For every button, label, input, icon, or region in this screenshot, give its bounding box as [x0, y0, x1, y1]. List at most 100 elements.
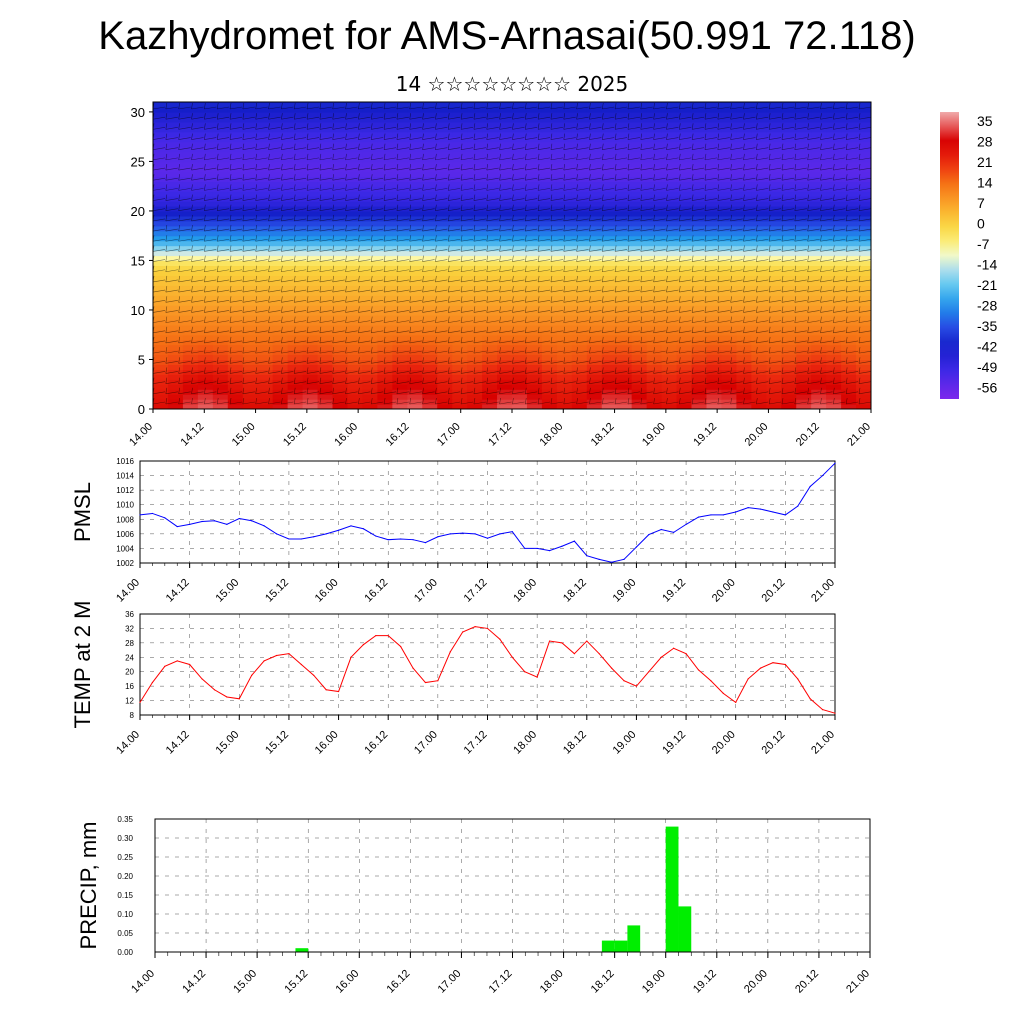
wind-barb-flag: [524, 214, 527, 221]
heatmap-cell: [781, 156, 797, 163]
heatmap-cell: [826, 220, 842, 227]
heatmap-cell: [197, 404, 214, 409]
heatmap-cell: [362, 314, 378, 321]
heatmap-cell: [646, 374, 663, 380]
heatmap-cell: [257, 141, 274, 148]
heatmap-cell: [781, 235, 797, 242]
heatmap-cell: [227, 141, 244, 148]
heatmap-cell: [556, 235, 573, 242]
heatmap-cell: [407, 384, 423, 390]
heatmap-cell: [242, 240, 259, 247]
heatmap-cell: [182, 176, 199, 182]
heatmap-cell: [302, 255, 319, 262]
heatmap-cell: [616, 146, 633, 153]
heatmap-cell: [182, 265, 199, 271]
wind-barb-flag: [242, 123, 245, 130]
heatmap-cell: [796, 374, 812, 380]
heatmap-cell: [766, 126, 782, 133]
heatmap-cell: [556, 270, 573, 276]
heatmap-cell: [153, 275, 169, 281]
wind-barb: [730, 279, 743, 283]
heatmap-cell: [497, 161, 513, 167]
wind-barb: [242, 116, 255, 120]
heatmap-cell: [422, 260, 438, 267]
heatmap-cell: [362, 111, 378, 118]
heatmap-cell: [601, 215, 618, 222]
wind-barb-flag: [845, 113, 848, 120]
wind-barb-flag: [242, 245, 245, 252]
heatmap-cell: [332, 339, 349, 346]
heatmap-cell: [422, 111, 438, 118]
heatmap-cell: [167, 364, 184, 370]
heatmap-cell: [766, 255, 782, 262]
wind-barb-flag: [550, 275, 553, 282]
heatmap-cell: [706, 389, 723, 395]
wind-barb-flag: [178, 133, 180, 140]
wind-barb-flag: [524, 204, 527, 211]
heatmap-cell: [841, 161, 857, 167]
heatmap-cell: [407, 121, 423, 128]
heatmap-cell: [212, 121, 229, 128]
wind-barb-flag: [820, 153, 822, 160]
heatmap-cell: [601, 191, 618, 197]
wind-barb-flag: [601, 225, 604, 232]
heatmap-cell: [586, 171, 603, 177]
wind-barb-flag: [717, 143, 720, 150]
heatmap-cell: [182, 111, 199, 118]
heatmap-cell: [257, 106, 274, 113]
heatmap-cell: [182, 354, 199, 361]
heatmap-cell: [616, 151, 633, 158]
heatmap-cell: [212, 275, 229, 281]
heatmap-cell: [287, 389, 304, 395]
heatmap-cell: [691, 389, 708, 395]
heatmap-cell: [153, 131, 169, 138]
heatmap-cell: [497, 354, 513, 361]
heatmap-cell: [676, 186, 693, 192]
wind-barb: [178, 279, 191, 283]
heatmap-cell: [601, 389, 618, 395]
wind-barb-flag: [473, 174, 476, 181]
heatmap-cell: [601, 106, 618, 113]
wind-barb: [679, 259, 692, 262]
heatmap-cell: [646, 300, 663, 306]
heatmap-cell: [706, 116, 723, 123]
heatmap-cell: [347, 329, 364, 336]
wind-barb: [704, 249, 718, 252]
wind-barb-flag: [345, 174, 347, 181]
heatmap-cell: [766, 141, 782, 148]
wind-barb: [294, 137, 307, 140]
heatmap-cell: [482, 270, 498, 276]
heatmap-cell: [212, 151, 229, 158]
wind-barb-flag: [191, 225, 193, 232]
wind-barb-flag: [383, 123, 386, 130]
heatmap-cell: [691, 255, 708, 262]
heatmap-cell: [706, 314, 723, 321]
heatmap-cell: [482, 354, 498, 361]
heatmap-cell: [257, 270, 274, 276]
wind-barb-flag: [435, 225, 437, 232]
wind-barb-flag: [756, 214, 758, 221]
wind-barb: [550, 177, 563, 181]
wind-barb: [576, 218, 589, 222]
wind-barb-flag: [409, 275, 412, 282]
wind-barb: [525, 218, 538, 222]
wind-barb: [499, 127, 512, 130]
heatmap-cell: [541, 181, 558, 187]
heatmap-cell: [422, 374, 438, 380]
wind-barb-flag: [781, 235, 784, 242]
wind-barb: [550, 127, 563, 130]
heatmap-cell: [362, 270, 378, 276]
heatmap-cell: [377, 280, 393, 286]
heatmap-cell: [841, 141, 857, 148]
heatmap-cell: [541, 156, 558, 163]
heatmap-cell: [661, 106, 678, 113]
heatmap-cell: [766, 196, 782, 202]
heatmap-cell: [661, 275, 678, 281]
wind-barb: [358, 238, 371, 242]
heatmap-cell: [257, 151, 274, 158]
wind-barb: [653, 167, 666, 171]
wind-barb: [345, 116, 358, 120]
wind-barb-flag: [255, 163, 257, 171]
wind-barb: [666, 147, 679, 150]
wind-barb: [743, 198, 756, 201]
